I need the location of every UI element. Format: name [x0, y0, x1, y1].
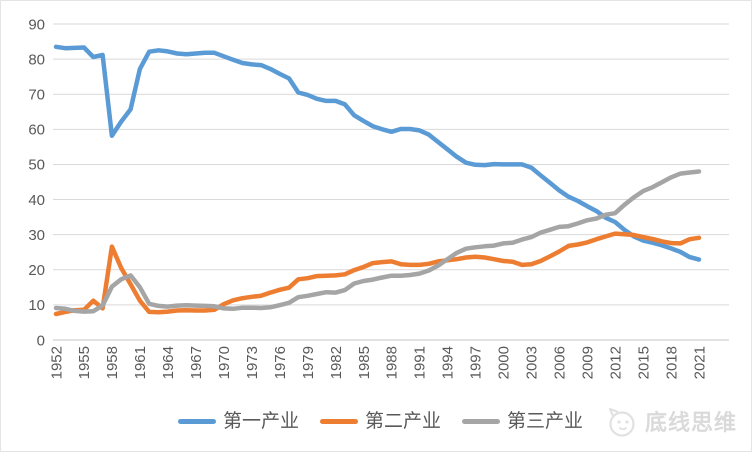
x-axis-label: 1997: [468, 346, 485, 379]
x-axis-label: 2018: [663, 346, 680, 379]
series-line-secondary-industry: [53, 231, 702, 317]
x-axis-label: 1985: [356, 346, 373, 379]
x-axis-label: 1991: [412, 346, 429, 379]
legend-swatch-secondary-industry: [320, 418, 359, 424]
x-axis-label: 1976: [272, 346, 289, 379]
y-axis-label: 70: [28, 86, 45, 103]
legend-item-tertiary-industry: 第三产业: [462, 412, 583, 431]
x-axis-label: 1982: [328, 346, 345, 379]
legend-label-secondary-industry: 第二产业: [365, 410, 442, 432]
legend-item-primary-industry: 第一产业: [178, 412, 299, 431]
watermark: 底线思维: [603, 401, 745, 441]
x-axis-label: 1955: [76, 346, 93, 379]
x-axis-label: 2000: [496, 346, 513, 379]
y-axis-label: 10: [28, 297, 45, 314]
x-axis-label: 2009: [579, 346, 596, 379]
x-axis-label: 2006: [551, 346, 568, 379]
series-line-primary-industry: [53, 44, 702, 262]
y-axis-label: 60: [28, 122, 45, 139]
y-axis-label: 30: [28, 227, 45, 244]
x-axis-label: 1964: [160, 346, 177, 379]
x-axis-label: 1973: [244, 346, 261, 379]
x-axis-label: 1952: [48, 346, 65, 379]
y-axis-label: 0: [37, 332, 45, 349]
legend-label-tertiary-industry: 第三产业: [507, 410, 584, 432]
x-axis-label: 1979: [300, 346, 317, 379]
x-axis-label: 1994: [440, 346, 457, 379]
y-axis-label: 20: [28, 262, 45, 279]
cat-logo-icon: [608, 407, 635, 437]
line-chart-plot: 0 10 20 30 40 50 60 70 80 90 1952 1955 1958 1961 1964 1…: [28, 16, 729, 379]
y-axis-label: 90: [28, 16, 45, 33]
series-line-tertiary-industry: [53, 169, 702, 314]
x-axis-label: 1961: [132, 346, 149, 379]
legend-swatch-primary-industry: [178, 418, 216, 424]
y-axis-label: 50: [28, 157, 45, 174]
legend-swatch-tertiary-industry: [462, 418, 501, 424]
x-axis-label: 2012: [607, 346, 624, 379]
x-axis-label: 1958: [104, 346, 121, 379]
x-axis-label: 2021: [691, 346, 708, 379]
watermark-text: 底线思维: [645, 410, 738, 435]
x-axis-label: 2003: [524, 346, 541, 379]
x-axis-label: 1988: [384, 346, 401, 379]
legend-item-secondary-industry: 第二产业: [320, 412, 441, 431]
y-axis-label: 80: [28, 51, 45, 68]
y-axis-label: 40: [28, 192, 45, 209]
chart-legend: 第一产业 第二产业 第三产业: [178, 406, 583, 436]
x-axis-label: 2015: [635, 346, 652, 379]
x-axis-label: 1970: [216, 346, 233, 379]
legend-label-primary-industry: 第一产业: [223, 410, 300, 432]
x-axis-label: 1967: [188, 346, 205, 379]
